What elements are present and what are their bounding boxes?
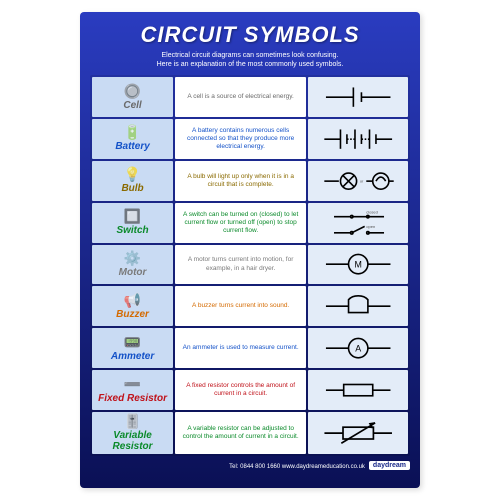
circuit-symbol-cell: M xyxy=(308,245,408,285)
circuit-symbol-cell xyxy=(308,77,408,117)
component-description-cell: A motor turns current into motion, for e… xyxy=(175,245,306,285)
brand-badge: daydream xyxy=(369,461,410,470)
table-row: 📟 Ammeter An ammeter is used to measure cu… xyxy=(92,328,408,368)
svg-text:closed: closed xyxy=(366,209,378,214)
circuit-symbol-cell: or xyxy=(308,161,408,201)
component-name-label: Motor xyxy=(119,267,147,278)
svg-text:M: M xyxy=(354,260,361,270)
component-description-cell: A switch can be turned on (closed) to le… xyxy=(175,203,306,243)
component-name-cell: 💡 Bulb xyxy=(92,161,173,201)
component-name-cell: 📟 Ammeter xyxy=(92,328,173,368)
component-description-cell: A battery contains numerous cells connec… xyxy=(175,119,306,159)
component-name-label: Bulb xyxy=(121,183,143,194)
component-name-cell: 🔋 Battery xyxy=(92,119,173,159)
component-name-label: Buzzer xyxy=(116,309,149,320)
poster-footer: Tel: 0844 800 1660 www.daydreameducation… xyxy=(90,456,410,470)
component-illustration-icon: 🔋 xyxy=(124,125,141,139)
svg-text:or: or xyxy=(360,178,364,183)
component-description-cell: A buzzer turns current into sound. xyxy=(175,286,306,326)
component-illustration-icon: 🔲 xyxy=(124,209,141,223)
component-name-label: Fixed Resistor xyxy=(98,393,167,404)
component-description-cell: An ammeter is used to measure current. xyxy=(175,328,306,368)
circuit-symbols-poster: CIRCUIT SYMBOLS Electrical circuit diagr… xyxy=(80,12,420,488)
component-name-cell: 🔲 Switch xyxy=(92,203,173,243)
circuit-symbol-cell xyxy=(308,412,408,454)
component-illustration-icon: ➖ xyxy=(124,377,141,391)
component-description-cell: A cell is a source of electrical energy. xyxy=(175,77,306,117)
circuit-symbol-cell xyxy=(308,370,408,410)
svg-text:A: A xyxy=(355,344,361,354)
component-description-cell: A fixed resistor controls the amount of … xyxy=(175,370,306,410)
component-illustration-icon: 🔘 xyxy=(124,84,141,98)
circuit-symbol-cell xyxy=(308,286,408,326)
poster-subtitle: Electrical circuit diagrams can sometime… xyxy=(90,51,410,69)
table-row: 🔘 Cell A cell is a source of electrical en… xyxy=(92,77,408,117)
table-row: 🔋 Battery A battery contains numerous cell… xyxy=(92,119,408,159)
component-name-cell: 🎚️ Variable Resistor xyxy=(92,412,173,454)
component-illustration-icon: 💡 xyxy=(124,167,141,181)
component-illustration-icon: 📟 xyxy=(124,335,141,349)
component-name-label: Cell xyxy=(123,100,141,111)
component-name-cell: 🔘 Cell xyxy=(92,77,173,117)
component-description-cell: A variable resistor can be adjusted to c… xyxy=(175,412,306,454)
subtitle-line-2: Here is an explanation of the most commo… xyxy=(157,61,344,68)
component-name-label: Switch xyxy=(116,225,148,236)
poster-title: CIRCUIT SYMBOLS xyxy=(90,22,410,48)
table-row: 🎚️ Variable ResistorA variable resistor c… xyxy=(92,412,408,454)
table-row: ⚙️ Motor A motor turns current into motion… xyxy=(92,245,408,285)
circuit-symbol-cell: A xyxy=(308,328,408,368)
circuit-symbol-cell xyxy=(308,119,408,159)
component-illustration-icon: 📢 xyxy=(124,293,141,307)
component-illustration-icon: ⚙️ xyxy=(124,251,141,265)
table-row: ➖ Fixed Resistor A fixed resistor controls… xyxy=(92,370,408,410)
component-name-cell: ➖ Fixed Resistor xyxy=(92,370,173,410)
component-name-label: Variable Resistor xyxy=(95,430,170,452)
component-name-cell: ⚙️ Motor xyxy=(92,245,173,285)
component-description-cell: A bulb will light up only when it is in … xyxy=(175,161,306,201)
component-name-label: Ammeter xyxy=(111,351,154,362)
symbols-table: 🔘 Cell A cell is a source of electrical en… xyxy=(90,75,410,456)
table-row: 📢 Buzzer A buzzer turns current into sound… xyxy=(92,286,408,326)
component-illustration-icon: 🎚️ xyxy=(124,414,141,428)
table-row: 💡 Bulb A bulb will light up only when it i… xyxy=(92,161,408,201)
svg-text:open: open xyxy=(366,224,375,229)
component-name-label: Battery xyxy=(115,141,149,152)
component-name-cell: 📢 Buzzer xyxy=(92,286,173,326)
table-row: 🔲 Switch A switch can be turned on (closed… xyxy=(92,203,408,243)
circuit-symbol-cell: closed open xyxy=(308,203,408,243)
subtitle-line-1: Electrical circuit diagrams can sometime… xyxy=(161,52,338,59)
footer-contact: Tel: 0844 800 1660 www.daydreameducation… xyxy=(229,464,365,470)
